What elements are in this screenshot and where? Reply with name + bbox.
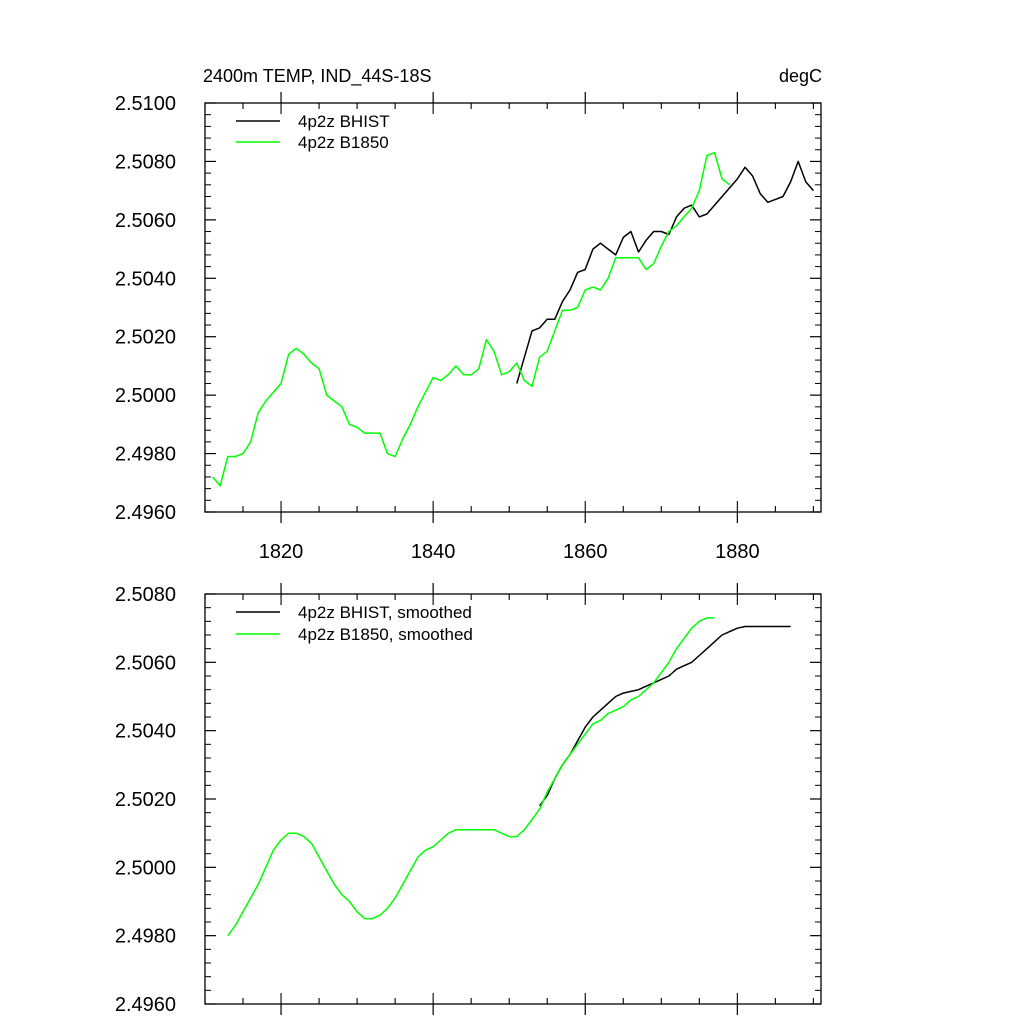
top-title-units: degC bbox=[779, 66, 822, 86]
bottom-panel: 4p2z BHIST, smoothed 4p2z B1850, smoothe… bbox=[115, 583, 822, 1016]
x-tick-label: 1880 bbox=[715, 541, 760, 563]
legend-label-bhist: 4p2z BHIST bbox=[298, 112, 390, 131]
y-tick-label: 2.4960 bbox=[115, 502, 176, 524]
legend-label-b1850: 4p2z B1850 bbox=[298, 133, 389, 152]
y-tick-label: 2.5080 bbox=[115, 584, 176, 606]
y-tick-label: 2.5060 bbox=[115, 210, 176, 232]
y-tick-label: 2.4980 bbox=[115, 926, 176, 948]
y-tick-label: 2.5000 bbox=[115, 385, 176, 407]
series-line-4p2z-b1850 bbox=[212, 151, 731, 487]
legend-label-bhist-smoothed: 4p2z BHIST, smoothed bbox=[298, 603, 472, 622]
y-tick-label: 2.5080 bbox=[115, 151, 176, 173]
series-line-4p2z-bhist bbox=[516, 160, 814, 384]
y-tick-label: 2.5020 bbox=[115, 327, 176, 349]
plot-frame-0 bbox=[204, 102, 822, 513]
y-tick-label: 2.5100 bbox=[115, 93, 176, 115]
y-tick-label: 2.5040 bbox=[115, 721, 176, 743]
legend-label-b1850-smoothed: 4p2z B1850, smoothed bbox=[298, 625, 473, 644]
series-line-4p2z-b1850-smoothed bbox=[227, 617, 715, 937]
x-tick-label: 1820 bbox=[259, 541, 304, 563]
top-panel: 2400m TEMP, IND_44S-18S degC 4p2z BHIST … bbox=[115, 66, 822, 563]
plot-frame-1 bbox=[204, 593, 822, 1005]
y-tick-label: 2.5020 bbox=[115, 789, 176, 811]
y-tick-label: 2.4960 bbox=[115, 994, 176, 1016]
x-tick-label: 1840 bbox=[411, 541, 456, 563]
y-tick-label: 2.4980 bbox=[115, 444, 176, 466]
y-tick-label: 2.5000 bbox=[115, 857, 176, 879]
y-tick-label: 2.5060 bbox=[115, 652, 176, 674]
y-tick-label: 2.5040 bbox=[115, 268, 176, 290]
top-title-left: 2400m TEMP, IND_44S-18S bbox=[203, 66, 431, 87]
x-tick-label: 1860 bbox=[563, 541, 608, 563]
series-line-4p2z-bhist-smoothed bbox=[538, 625, 791, 807]
